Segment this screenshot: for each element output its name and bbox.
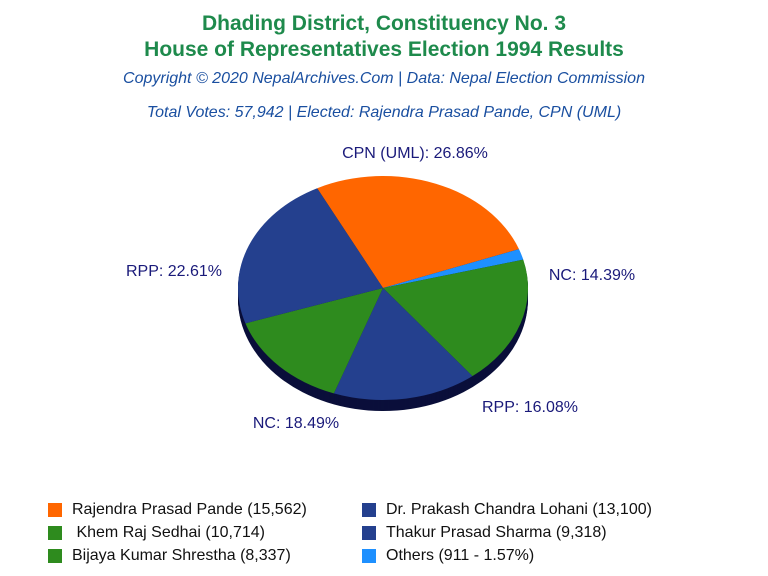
pie-slice	[333, 288, 473, 401]
legend-item-shrestha: Bijaya Kumar Shrestha (8,337)	[48, 546, 291, 566]
pie-slice-label: RPP: 22.61%	[126, 263, 222, 280]
legend-label: Others (911 - 1.57%)	[386, 547, 535, 564]
pie-slice-label: NC: 18.49%	[253, 415, 339, 432]
chart-title-line2: House of Representatives Election 1994 R…	[144, 38, 624, 61]
pie-slice	[245, 288, 383, 394]
legend-item-pande: Rajendra Prasad Pande (15,562)	[48, 500, 307, 520]
legend-swatch	[362, 503, 376, 517]
legend-label: Bijaya Kumar Shrestha (8,337)	[72, 547, 291, 564]
legend-swatch	[48, 503, 62, 517]
legend-swatch	[362, 526, 376, 540]
legend-label: Rajendra Prasad Pande (15,562)	[72, 501, 307, 518]
pie-slice-label: NC: 14.39%	[549, 267, 635, 284]
election-summary: Total Votes: 57,942 | Elected: Rajendra …	[146, 104, 622, 121]
legend-label: Dr. Prakash Chandra Lohani (13,100)	[386, 501, 652, 518]
legend-swatch	[362, 549, 376, 563]
pie-slice-label: CPN (UML): 26.86%	[342, 145, 488, 162]
chart-title-line1: Dhading District, Constituency No. 3	[201, 12, 567, 35]
pie-slice-label: RPP: 16.08%	[482, 399, 578, 416]
pie-slice	[383, 259, 528, 377]
legend-swatch	[48, 549, 62, 563]
pie-slice	[237, 188, 383, 324]
legend-item-others: Others (911 - 1.57%)	[362, 546, 534, 566]
legend-item-lohani: Dr. Prakash Chandra Lohani (13,100)	[362, 500, 652, 520]
pie-slice	[383, 249, 524, 288]
legend-label: Khem Raj Sedhai (10,714)	[72, 524, 265, 541]
pie-slice	[317, 176, 519, 288]
copyright-text: Copyright © 2020 NepalArchives.Com | Dat…	[123, 70, 645, 87]
legend-item-sharma: Thakur Prasad Sharma (9,318)	[362, 523, 607, 543]
legend-swatch	[48, 526, 62, 540]
legend-item-sedhai: Khem Raj Sedhai (10,714)	[48, 523, 265, 543]
legend-label: Thakur Prasad Sharma (9,318)	[386, 524, 607, 541]
